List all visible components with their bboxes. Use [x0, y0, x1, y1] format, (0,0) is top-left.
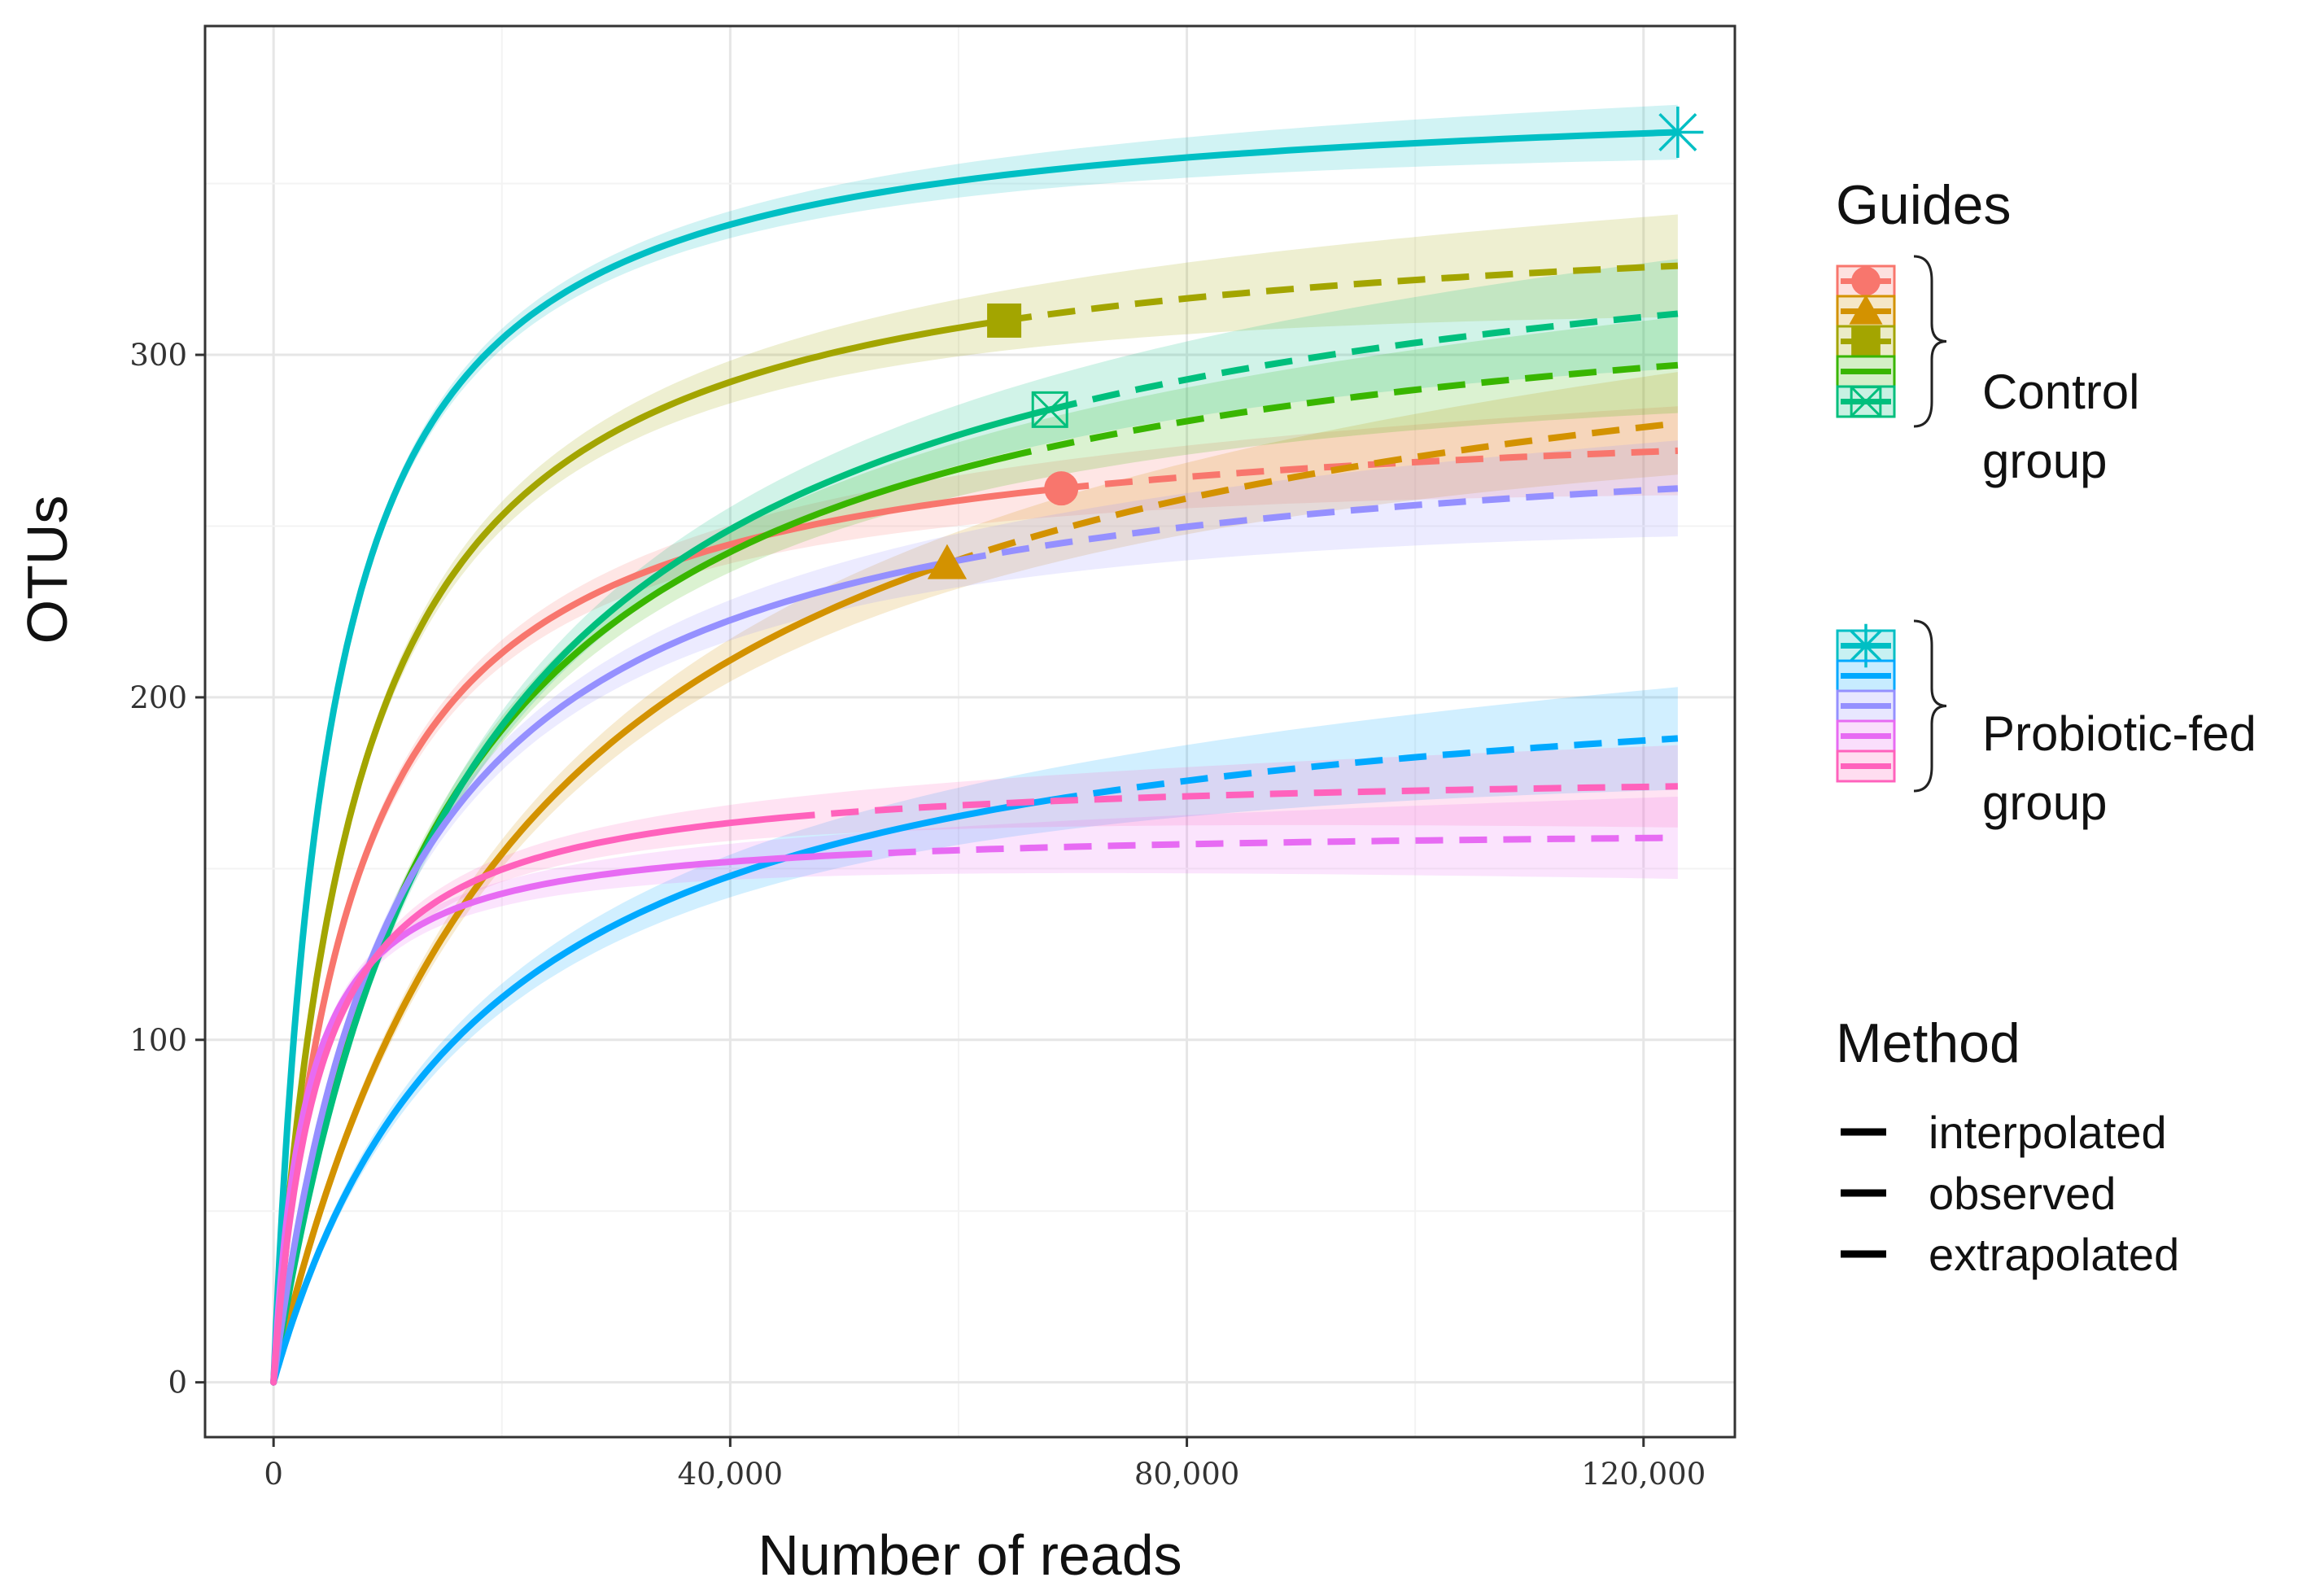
legend-key-marker-C2	[1849, 294, 1883, 325]
legend-key-C5	[1836, 385, 1896, 418]
method-label-interpolated: interpolated	[1929, 1107, 2167, 1158]
legend-guides-title: Guides	[1836, 174, 2011, 236]
interpolated-line-P2	[270, 797, 1054, 1386]
y-tick-label: 200	[129, 680, 187, 715]
rarefaction-curves	[270, 129, 1681, 1386]
observed-marker-C5	[1031, 391, 1068, 428]
plot-border	[203, 24, 1736, 1439]
legend-key-C3	[1836, 325, 1896, 358]
observed-marker-C5-box	[1031, 391, 1068, 428]
interpolated-line-P3	[270, 557, 962, 1386]
observed-marker-P1	[1652, 106, 1704, 158]
observed-marker-C3	[987, 303, 1022, 338]
legend-keys	[1836, 264, 1896, 783]
legend-key-marker-P1-spoke	[1849, 629, 1883, 662]
confidence-band-C5	[273, 259, 1678, 1383]
legend-group-label-line-2: group	[1982, 434, 2107, 488]
observed-marker-C5-diag-2	[1032, 391, 1068, 428]
x-axis-title: Number of reads	[758, 1523, 1182, 1587]
confidence-band-P2	[273, 687, 1678, 1383]
extrapolated-line-C4	[1003, 361, 1679, 461]
legend-key-P4	[1836, 719, 1896, 753]
legend-brace-group-1	[1913, 255, 1947, 428]
interpolated-line-P4	[270, 851, 848, 1386]
legend-key-marker-C5	[1850, 386, 1882, 417]
extrapolated-line-C1	[1060, 447, 1679, 492]
legend-group-control: Control group	[1982, 365, 2139, 488]
plot-background	[205, 26, 1735, 1437]
interpolated-line-P5	[270, 814, 791, 1386]
legend-method-interpolated: interpolated	[1841, 1107, 2167, 1158]
extrapolated-line-P2	[1049, 735, 1679, 804]
axis-ticks: 0 40,000 80,000 120,000 0 100 200 300	[129, 338, 1706, 1492]
legend-key-marker-C3	[1851, 326, 1881, 356]
x-tick-label: 40,000	[678, 1457, 783, 1492]
extrapolated-line-C3	[1003, 262, 1679, 324]
legend-key-C1	[1836, 264, 1896, 298]
extrapolated-line-P4	[844, 834, 1678, 859]
x-tick-label: 80,000	[1134, 1457, 1239, 1492]
legend-key-P5	[1836, 749, 1896, 783]
legend-group-probiotic: Probiotic-fed group	[1982, 706, 2256, 830]
legend-group-label-line-1: Control	[1982, 365, 2139, 419]
y-tick-label: 100	[129, 1023, 187, 1058]
observed-marker-C2	[927, 544, 968, 579]
extrapolated-line-C5	[1049, 310, 1679, 413]
legend-key-marker-C5-diag-2	[1850, 386, 1881, 417]
method-label-observed: observed	[1929, 1168, 2116, 1219]
interpolated-line-C2	[270, 560, 950, 1386]
legend-method-title: Method	[1836, 1012, 2020, 1074]
legend-group-label-line-2: group	[1982, 776, 2107, 830]
gridlines	[205, 26, 1735, 1437]
observed-marker-P1-spoke	[1658, 112, 1697, 151]
interpolated-line-P1	[270, 129, 1681, 1386]
y-tick-label: 0	[168, 1366, 187, 1401]
confidence-band-P4	[273, 797, 1678, 1383]
legend-method-observed: observed	[1841, 1168, 2116, 1219]
extrapolated-line-P5	[787, 783, 1678, 821]
legend-key-P1	[1836, 623, 1896, 668]
legend-brace-group-2	[1913, 619, 1947, 793]
legend-key-marker-C5-box	[1850, 386, 1882, 417]
confidence-band-P3	[273, 440, 1678, 1383]
method-label-extrapolated: extrapolated	[1929, 1229, 2179, 1280]
observed-markers	[927, 106, 1704, 579]
legend-key-P2	[1836, 659, 1896, 693]
observed-marker-C1	[1044, 471, 1079, 506]
legend-group-label-line-1: Probiotic-fed	[1982, 706, 2256, 761]
legend-key-P3	[1836, 689, 1896, 723]
extrapolated-line-P3	[958, 485, 1679, 564]
legend-method-extrapolated: extrapolated	[1841, 1229, 2179, 1280]
confidence-band-P5	[273, 745, 1678, 1383]
interpolated-line-C5	[270, 406, 1054, 1386]
y-tick-label: 300	[129, 338, 187, 373]
confidence-band-C2	[273, 372, 1678, 1383]
legend-key-C2	[1836, 294, 1896, 328]
y-axis-title: OTUs	[15, 496, 79, 645]
x-tick-label: 0	[264, 1457, 283, 1492]
legend-key-marker-C1	[1851, 266, 1881, 296]
x-tick-label: 120,000	[1581, 1457, 1706, 1492]
legend-braces	[1913, 255, 1947, 793]
extrapolated-line-C2	[946, 420, 1679, 567]
legend-key-C4	[1836, 355, 1896, 388]
legend: Guides Control group Probiotic-fed group…	[1836, 174, 2256, 1280]
confidence-bands	[273, 104, 1678, 1383]
